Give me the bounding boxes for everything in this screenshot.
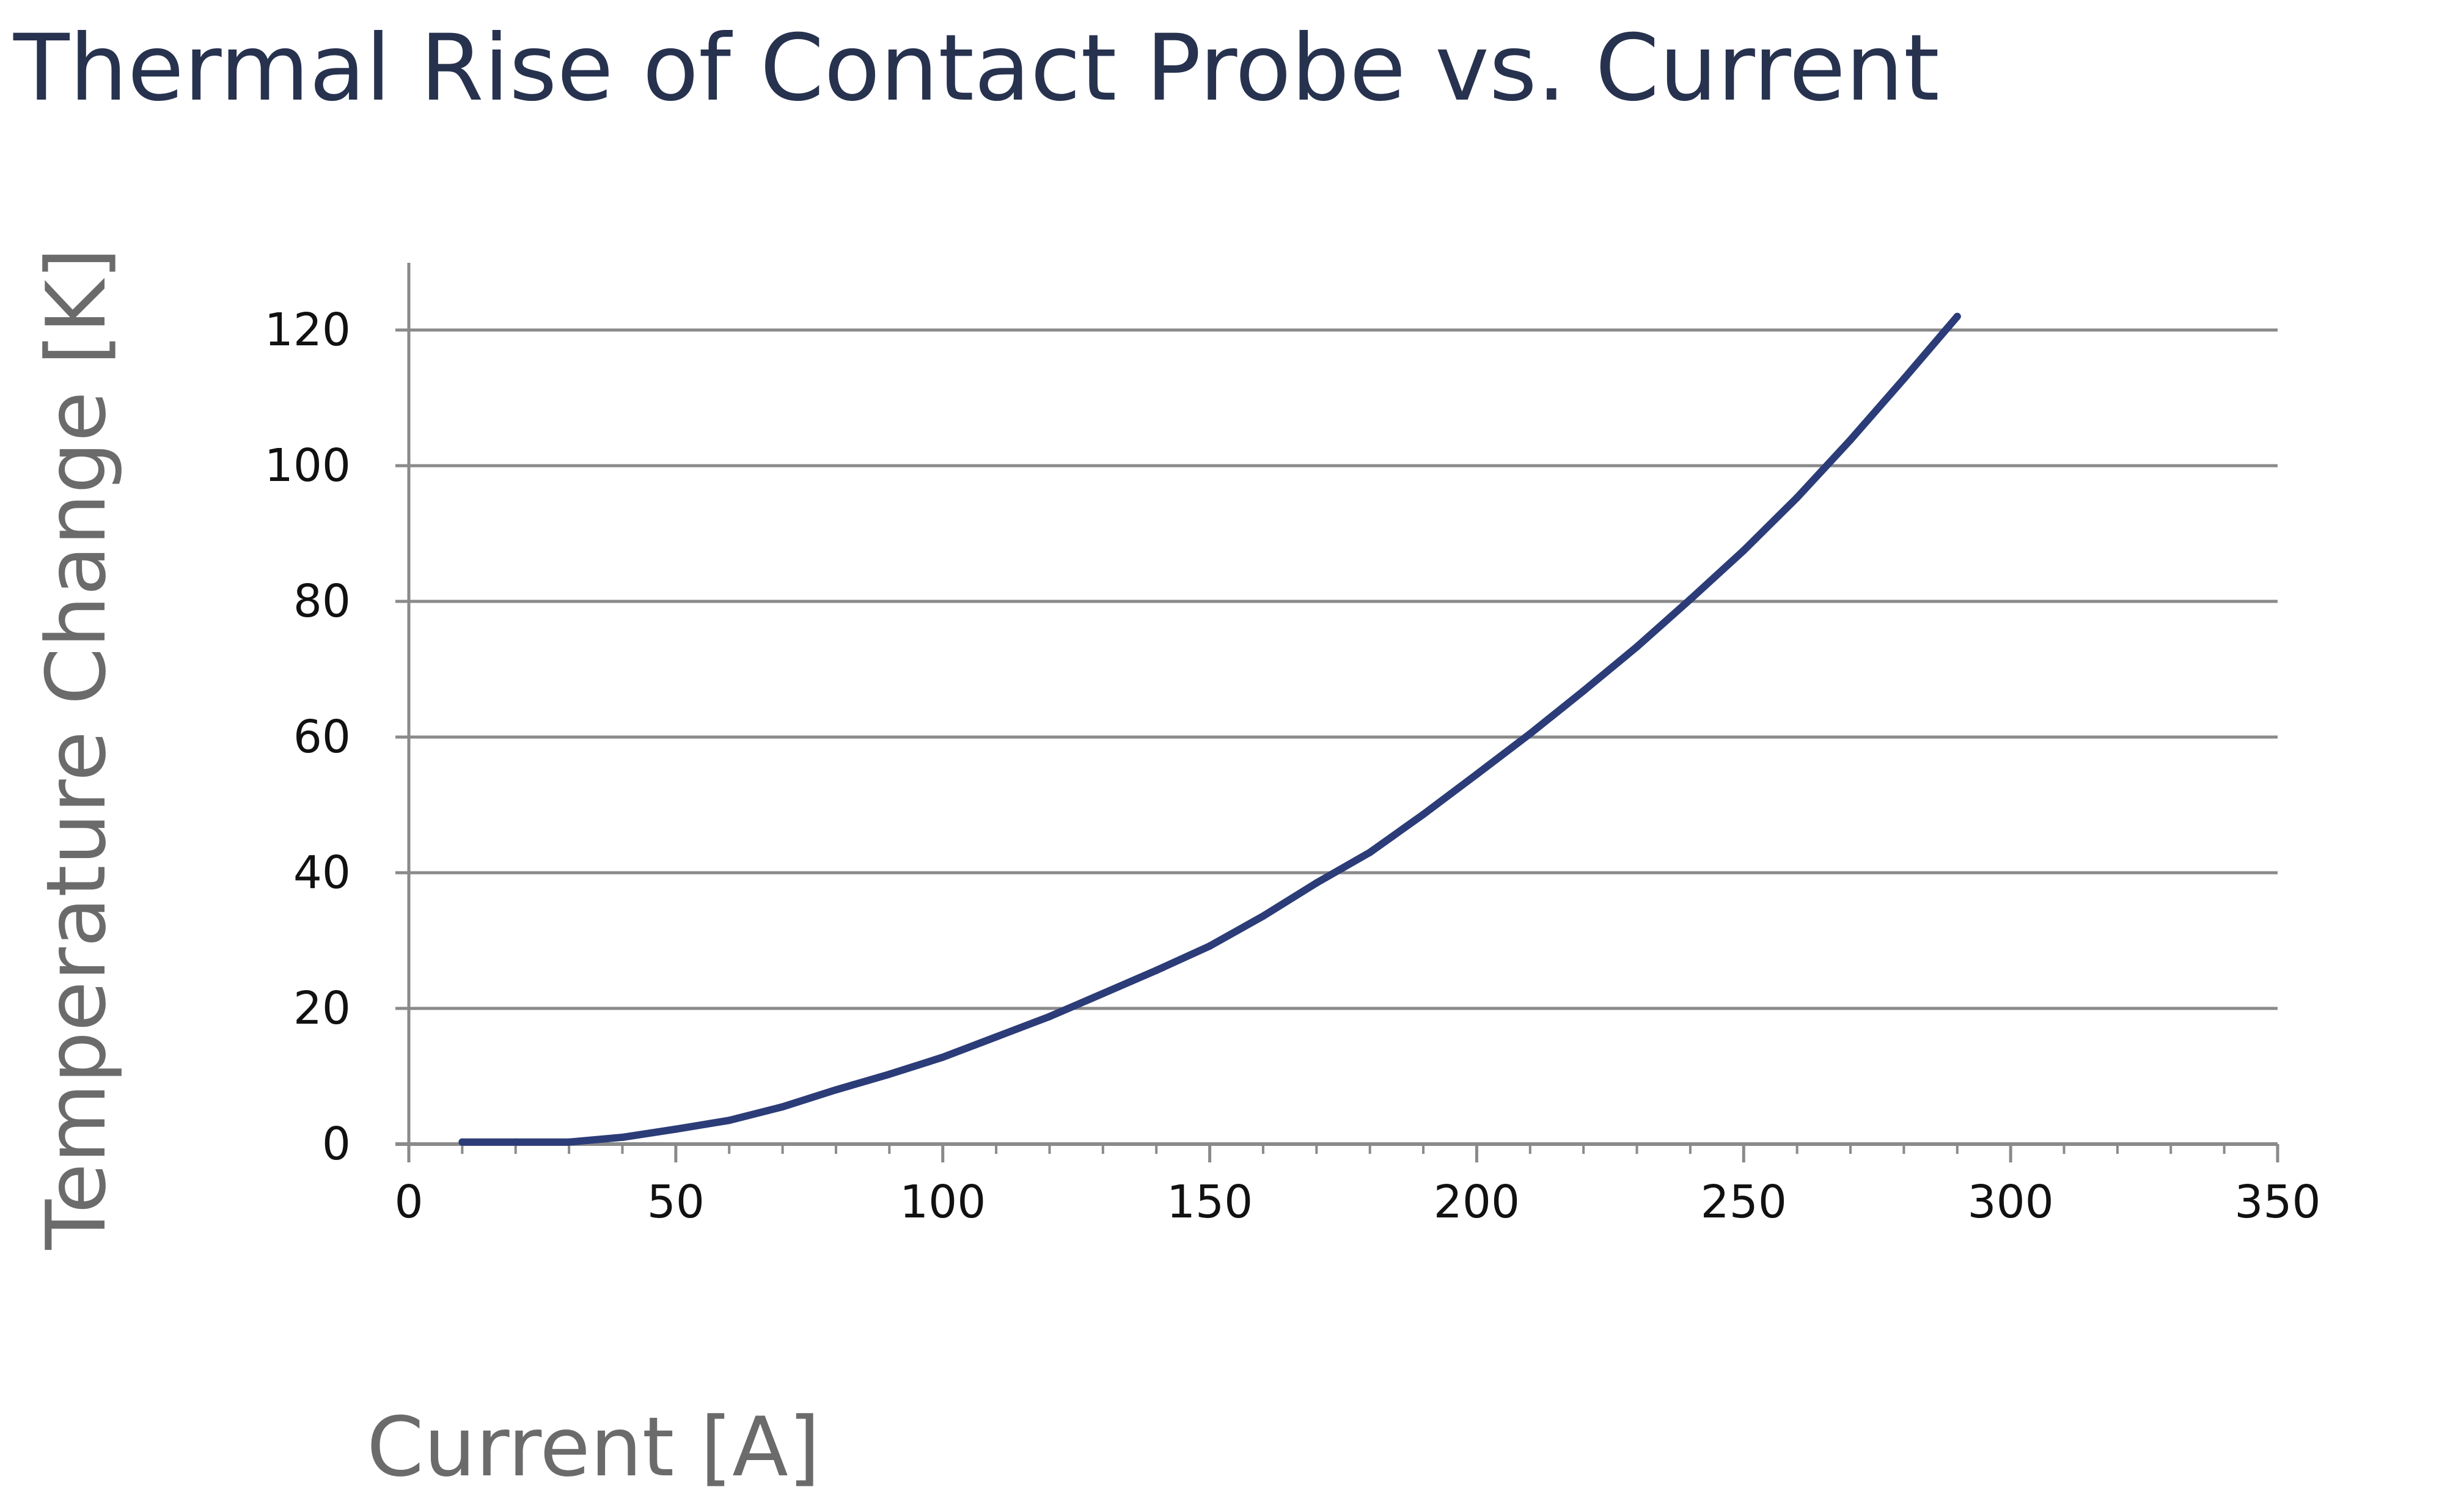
x-tick-label-0: 0	[394, 1176, 423, 1228]
data-point-0-260	[1793, 494, 1801, 502]
x-tick-label-200: 200	[1434, 1176, 1520, 1228]
data-point-0-280	[1900, 375, 1908, 383]
y-tick-label-40: 40	[293, 846, 351, 899]
tick-labels: 0 20 40 60 80 100 120 0 50 100 150 200 250 300 350	[265, 304, 2321, 1228]
x-tick-label-100: 100	[900, 1176, 986, 1228]
data-point-0-120	[1046, 1013, 1054, 1021]
data-point-0-220	[1580, 687, 1588, 695]
data-point-0-190	[1420, 810, 1428, 818]
x-axis-label: Current [A]	[367, 1400, 821, 1495]
x-tick-label-300: 300	[1968, 1176, 2054, 1228]
y-tick-label-100: 100	[265, 439, 351, 492]
y-tick-label-20: 20	[293, 982, 351, 1035]
data-point-0-160	[1259, 912, 1267, 920]
data-point-0-150	[1206, 942, 1214, 950]
data-point-0-80	[832, 1086, 840, 1094]
data-point-0-230	[1633, 643, 1641, 651]
y-tick-label-60: 60	[293, 711, 351, 763]
data-point-0-40	[618, 1133, 626, 1141]
x-tick-label-250: 250	[1701, 1176, 1787, 1228]
gridlines	[409, 328, 2278, 1010]
y-tick-label-80: 80	[293, 575, 351, 628]
data-point-0-20	[512, 1138, 519, 1146]
data-point-0-50	[672, 1125, 680, 1133]
data-point-0-90	[886, 1070, 893, 1078]
data-point-0-210	[1526, 730, 1534, 738]
data-point-0-10	[458, 1138, 466, 1146]
chart-title: Thermal Rise of Contact Probe vs. Curren…	[13, 15, 1940, 122]
data-point-0-60	[725, 1117, 733, 1125]
data-point-0-290	[1953, 312, 1961, 320]
data-point-0-110	[992, 1033, 1000, 1041]
y-tick-label-120: 120	[265, 304, 351, 356]
data-point-0-130	[1099, 989, 1107, 997]
x-tick-label-350: 350	[2234, 1176, 2320, 1228]
axes	[395, 263, 2279, 1162]
x-tick-label-50: 50	[647, 1176, 705, 1228]
data-point-0-70	[779, 1103, 787, 1110]
data-point-0-270	[1847, 436, 1855, 444]
x-tick-label-150: 150	[1167, 1176, 1253, 1228]
data-point-0-240	[1686, 595, 1694, 603]
data-point-0-180	[1366, 848, 1374, 856]
data-point-0-170	[1313, 879, 1321, 887]
data-point-0-30	[565, 1138, 573, 1146]
data-point-0-200	[1473, 771, 1481, 779]
series-line-0	[458, 312, 1961, 1146]
y-tick-label-0: 0	[322, 1118, 351, 1170]
data-point-0-140	[1153, 966, 1160, 974]
data-point-0-250	[1740, 546, 1748, 554]
series-layer	[458, 312, 1961, 1146]
data-point-0-100	[939, 1053, 947, 1061]
